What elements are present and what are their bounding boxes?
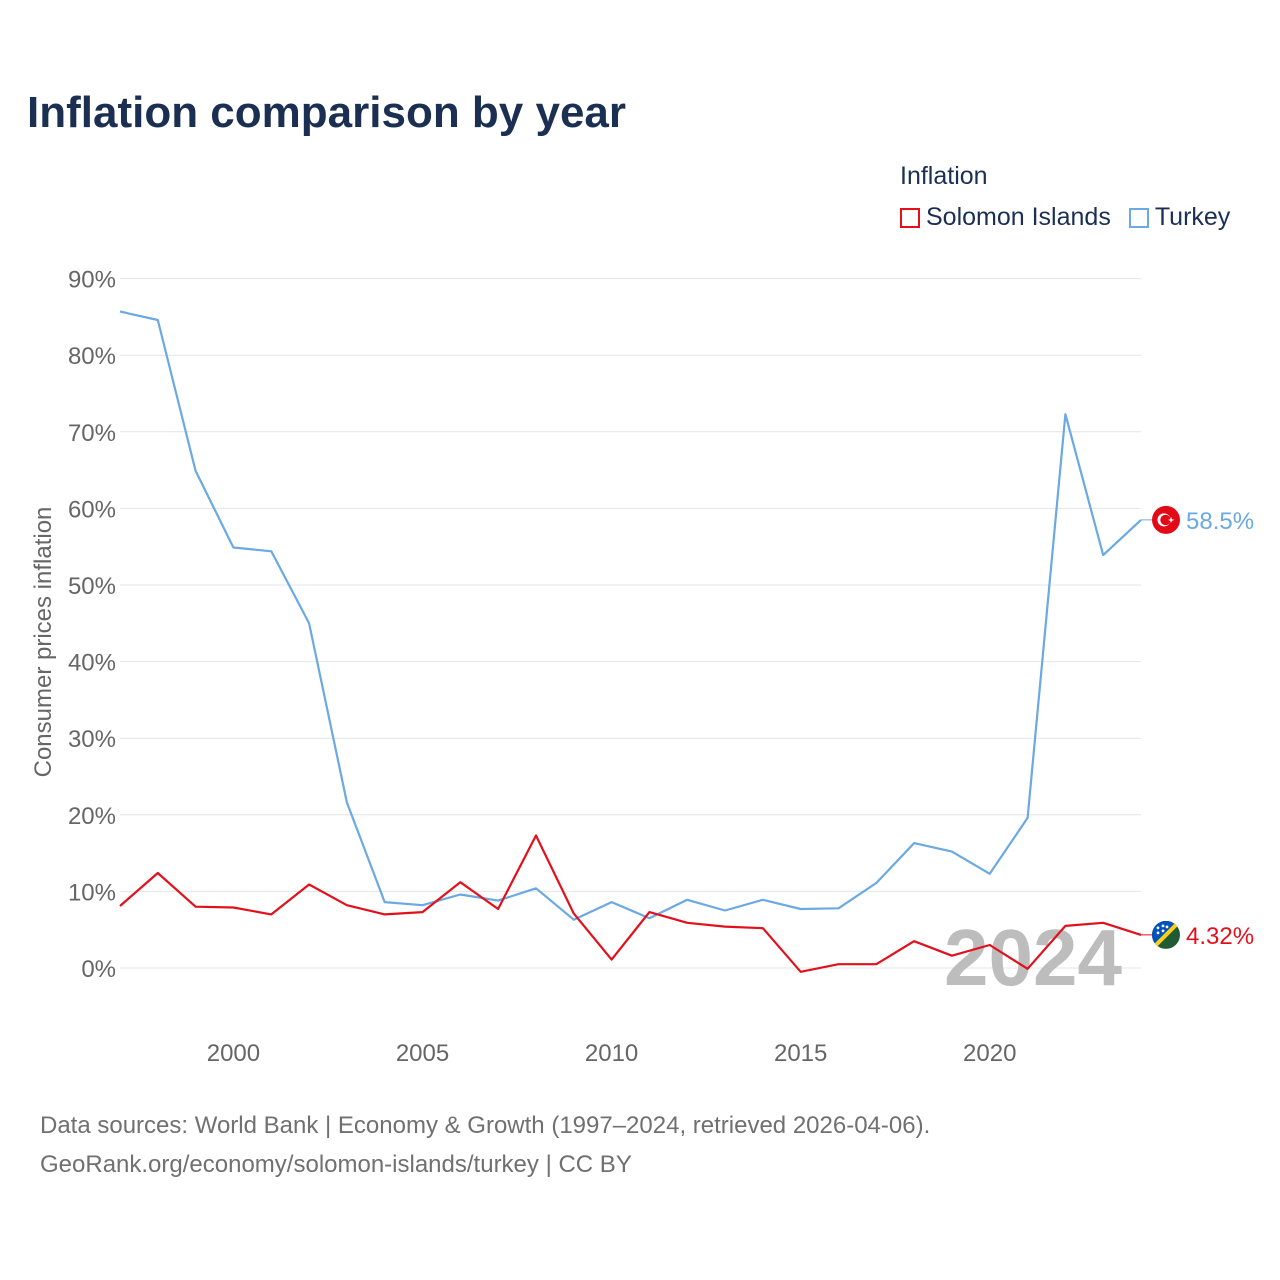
footer-link: GeoRank.org/economy/solomon-islands/turk… [40,1151,632,1178]
series-line-turkey [119,310,1142,921]
y-tick-label: 80% [68,343,116,370]
legend-title: Inflation [900,162,988,190]
y-axis-label: Consumer prices inflation [30,507,57,778]
turkey-flag-icon [1152,505,1180,534]
page-title: Inflation comparison by year [27,88,627,137]
legend: Solomon Islands Turkey [900,203,1230,232]
legend-item-solomon-islands[interactable]: Solomon Islands [900,203,1111,232]
y-tick-label: 50% [68,573,116,600]
y-tick-label: 60% [68,496,116,523]
footer-sources: Data sources: World Bank | Economy & Gro… [40,1112,931,1139]
y-tick-label: 30% [68,726,116,753]
y-tick-label: 40% [68,650,116,677]
year-watermark: 2024 [944,913,1122,1002]
end-value-label-turkey: 58.5% [1186,508,1254,535]
x-tick-label: 2000 [207,1040,260,1067]
data-sources-footer: Data sources: World Bank | Economy & Gro… [40,1106,930,1184]
end-value-label-solomon-islands: 4.32% [1186,923,1254,950]
y-tick-label: 10% [68,879,116,906]
y-tick-label: 70% [68,420,116,447]
x-tick-label: 2020 [963,1040,1016,1067]
legend-label-turkey: Turkey [1154,203,1231,231]
series-line-solomon-islands [119,834,1142,973]
x-tick-label: 2005 [396,1040,449,1067]
legend-item-turkey[interactable]: Turkey [1128,203,1231,232]
x-tick-label: 2015 [774,1040,827,1067]
y-tick-label: 0% [81,956,116,983]
legend-swatch-turkey [1128,207,1149,228]
solomon-islands-flag-icon [1152,920,1180,949]
legend-label-solomon-islands: Solomon Islands [926,203,1111,231]
y-tick-label: 90% [68,267,116,294]
x-tick-label: 2010 [585,1040,638,1067]
y-tick-label: 20% [68,803,116,830]
legend-swatch-solomon-islands [900,207,920,228]
